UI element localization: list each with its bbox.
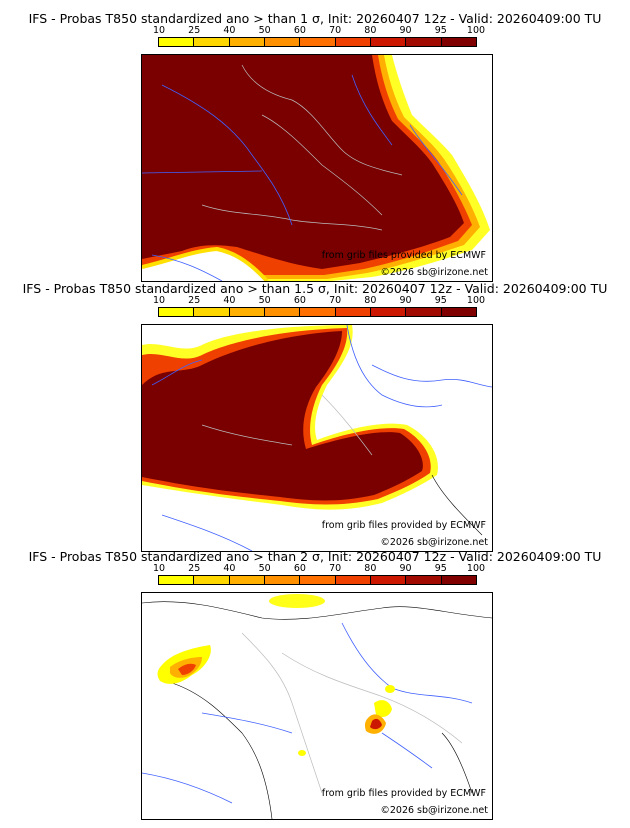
colorbar-tick-label: 90	[399, 25, 412, 36]
panel-title: IFS - Probas T850 standardized ano > tha…	[22, 281, 608, 296]
colorbar-tick-label: 80	[364, 25, 377, 36]
colorbar-tick-label: 100	[466, 25, 486, 36]
panel-1: IFS - Probas T850 standardized ano > tha…	[0, 11, 630, 283]
colorbar-ticks: 10 25 40 50 60 70 80 90 95 100	[0, 563, 630, 575]
colorbar-ticks: 10 25 40 50 60 70 80 90 95 100	[0, 25, 630, 37]
colorbar-tick-label: 40	[223, 25, 236, 36]
probability-map: from grib files provided by ECMWF ©2026 …	[141, 54, 493, 282]
copyright: ©2026 sb@irizone.net	[380, 805, 488, 816]
colorbar-segment	[370, 308, 407, 316]
colorbar-tick-label: 50	[258, 25, 271, 36]
colorbar-segment	[159, 38, 195, 46]
colorbar-tick-label: 90	[399, 295, 412, 306]
data-source-credit: from grib files provided by ECMWF	[321, 250, 486, 261]
colorbar-tick-label: 70	[329, 563, 342, 574]
data-source-credit: from grib files provided by ECMWF	[321, 788, 486, 799]
colorbar-segment	[441, 38, 476, 46]
panel-2: IFS - Probas T850 standardized ano > tha…	[0, 281, 630, 553]
colorbar-segment	[370, 38, 407, 46]
colorbar	[158, 307, 477, 317]
colorbar-segment	[264, 576, 301, 584]
colorbar-segment	[264, 38, 301, 46]
colorbar-tick-label: 95	[434, 563, 447, 574]
colorbar-segment	[335, 576, 371, 584]
colorbar-tick-label: 10	[152, 25, 166, 36]
colorbar-tick-label: 10	[152, 295, 166, 306]
map-graphic	[142, 55, 492, 281]
colorbar-tick-label: 100	[466, 563, 486, 574]
panel-title: IFS - Probas T850 standardized ano > tha…	[28, 11, 602, 26]
colorbar-tick-label: 50	[258, 563, 271, 574]
colorbar	[158, 37, 477, 47]
colorbar-tick-label: 100	[466, 295, 486, 306]
colorbar-tick-label: 50	[258, 295, 271, 306]
colorbar-segment	[335, 38, 371, 46]
colorbar-segment	[264, 308, 301, 316]
probability-map: from grib files provided by ECMWF ©2026 …	[141, 592, 493, 820]
colorbar-segment	[406, 38, 442, 46]
colorbar-segment	[229, 38, 265, 46]
colorbar-tick-label: 70	[329, 25, 342, 36]
colorbar-segment	[229, 308, 265, 316]
colorbar-segment	[441, 308, 476, 316]
colorbar-tick-label: 90	[399, 563, 412, 574]
colorbar-segment	[159, 308, 195, 316]
colorbar-segment	[441, 576, 476, 584]
colorbar-tick-label: 10	[152, 563, 166, 574]
colorbar-tick-label: 40	[223, 295, 236, 306]
colorbar-tick-label: 60	[293, 563, 306, 574]
colorbar-segment	[194, 38, 230, 46]
colorbar-segment	[300, 576, 336, 584]
colorbar-segment	[229, 576, 265, 584]
colorbar-segment	[159, 576, 195, 584]
colorbar-segment	[300, 38, 336, 46]
panel-3: IFS - Probas T850 standardized ano > tha…	[0, 549, 630, 821]
colorbar-tick-label: 95	[434, 295, 447, 306]
colorbar-tick-label: 25	[188, 563, 201, 574]
colorbar-segment	[406, 576, 442, 584]
colorbar-segment	[370, 576, 407, 584]
colorbar-tick-label: 60	[293, 295, 306, 306]
colorbar-segment	[406, 308, 442, 316]
colorbar-tick-label: 80	[364, 295, 377, 306]
map-graphic	[142, 325, 492, 551]
colorbar-tick-label: 80	[364, 563, 377, 574]
colorbar-ticks: 10 25 40 50 60 70 80 90 95 100	[0, 295, 630, 307]
panel-title: IFS - Probas T850 standardized ano > tha…	[28, 549, 602, 564]
colorbar-tick-label: 60	[293, 25, 306, 36]
probability-map: from grib files provided by ECMWF ©2026 …	[141, 324, 493, 552]
colorbar-segment	[300, 308, 336, 316]
colorbar-segment	[194, 576, 230, 584]
copyright: ©2026 sb@irizone.net	[380, 537, 488, 548]
copyright: ©2026 sb@irizone.net	[380, 267, 488, 278]
map-graphic	[142, 593, 492, 819]
colorbar-tick-label: 25	[188, 295, 201, 306]
colorbar-tick-label: 25	[188, 25, 201, 36]
colorbar-segment	[194, 308, 230, 316]
colorbar	[158, 575, 477, 585]
colorbar-tick-label: 95	[434, 25, 447, 36]
colorbar-segment	[335, 308, 371, 316]
colorbar-tick-label: 40	[223, 563, 236, 574]
colorbar-tick-label: 70	[329, 295, 342, 306]
data-source-credit: from grib files provided by ECMWF	[321, 520, 486, 531]
